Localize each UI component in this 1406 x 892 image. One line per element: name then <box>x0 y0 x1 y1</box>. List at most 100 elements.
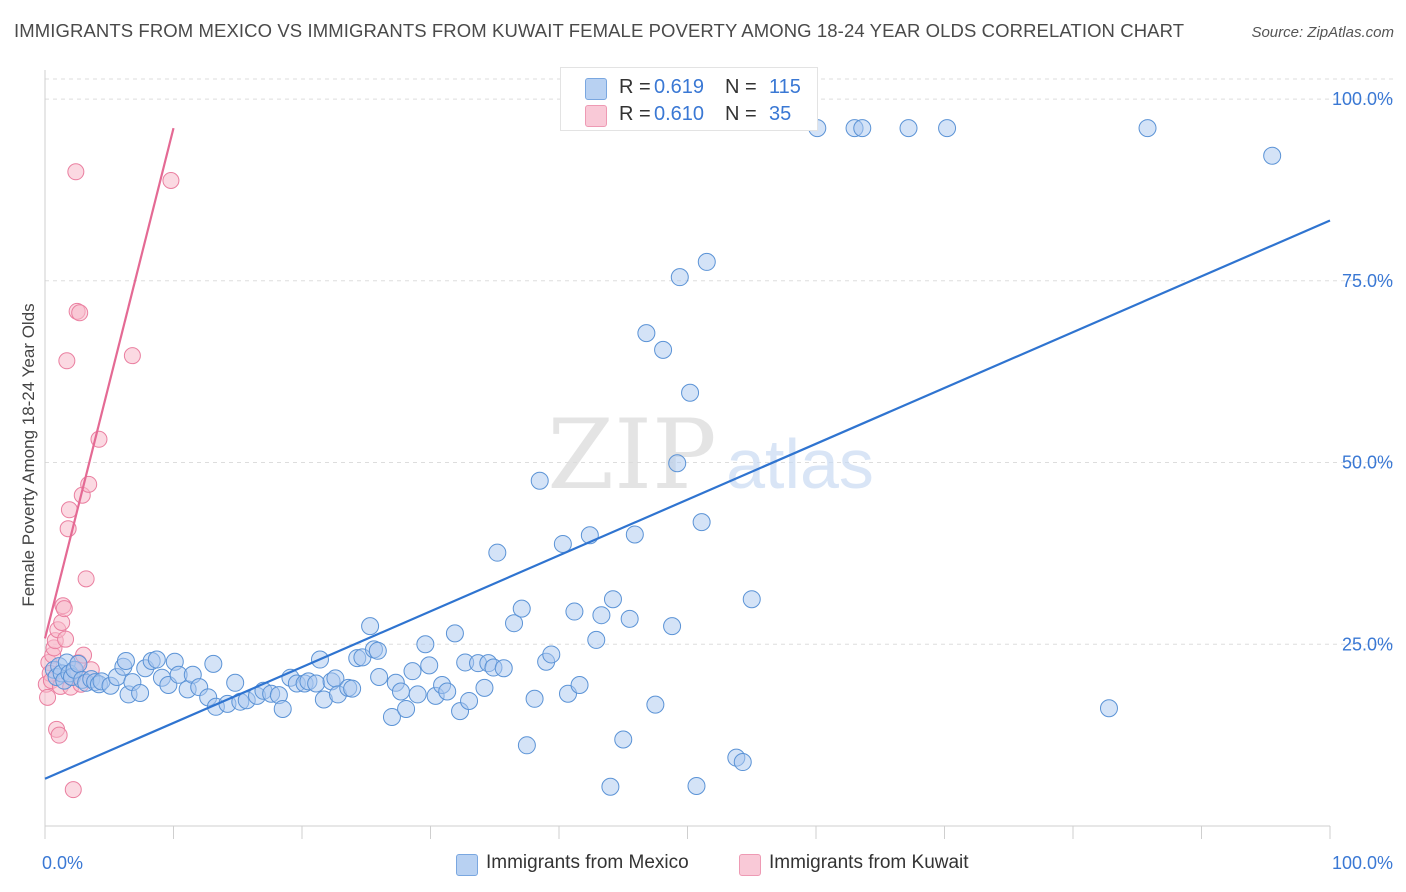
mexico-point-115 <box>742 590 761 609</box>
mexico-point-84 <box>505 614 524 633</box>
mexico-point-59 <box>361 617 380 636</box>
mexico-point-22 <box>131 683 150 702</box>
bottom-kuwait-label: Immigrants from Kuwait <box>769 852 969 873</box>
kuwait-point-16 <box>58 352 76 370</box>
mexico-point-109 <box>681 383 700 402</box>
kuwait-point-30 <box>77 570 95 588</box>
mexico-point-25 <box>147 650 166 669</box>
mexico-point-118 <box>853 119 872 138</box>
mexico-point-77 <box>460 691 479 710</box>
grid-lines <box>45 78 1395 645</box>
mexico-point-110 <box>687 777 706 796</box>
mexico-point-120 <box>938 119 957 138</box>
mexico-point-88 <box>530 471 549 490</box>
x-tick-label-0: 0.0% <box>42 853 83 873</box>
kuwait-point-15 <box>57 630 75 648</box>
kuwait-point-34 <box>123 347 141 365</box>
mexico-series <box>44 119 1282 796</box>
mexico-point-44 <box>273 699 292 718</box>
mexico-swatch <box>585 78 607 100</box>
kuwait-trend-line <box>43 127 175 639</box>
mexico-point-68 <box>408 685 427 704</box>
kuwait-r-value: 0.610 <box>654 103 705 125</box>
bottom-mexico-swatch <box>456 854 478 876</box>
bottom-kuwait-swatch <box>739 854 761 876</box>
mexico-point-56 <box>343 679 362 698</box>
kuwait-point-21 <box>64 781 82 799</box>
mexico-n-label: N = <box>725 76 757 98</box>
mexico-point-94 <box>570 675 589 694</box>
mexico-point-67 <box>403 662 422 681</box>
bottom-mexico-label: Immigrants from Mexico <box>486 852 689 873</box>
mexico-point-105 <box>654 340 673 359</box>
kuwait-r-label: R = <box>619 103 651 125</box>
axes <box>44 70 1331 839</box>
watermark: ZIP atlas <box>547 399 874 511</box>
trend-lines <box>43 127 1331 780</box>
chart-title: IMMIGRANTS FROM MEXICO VS IMMIGRANTS FRO… <box>14 20 1185 41</box>
kuwait-point-14 <box>55 600 73 618</box>
mexico-point-61 <box>368 641 387 660</box>
mexico-point-37 <box>226 673 245 692</box>
mexico-point-86 <box>517 736 536 755</box>
mexico-r-value: 0.619 <box>654 76 705 98</box>
mexico-point-114 <box>733 753 752 772</box>
mexico-point-108 <box>670 268 689 287</box>
y-tick-label-2: 75.0% <box>1342 271 1393 291</box>
mexico-point-73 <box>438 682 457 701</box>
mexico-point-112 <box>697 252 716 271</box>
mexico-point-91 <box>553 534 572 553</box>
mexico-point-107 <box>668 454 687 473</box>
mexico-point-96 <box>587 630 606 649</box>
mexico-point-74 <box>445 624 464 643</box>
mexico-point-69 <box>416 635 435 654</box>
kuwait-swatch <box>585 105 607 127</box>
correlation-legend: R = 0.619 N = 115 R = 0.610 N = 35 <box>560 67 818 131</box>
mexico-point-123 <box>1263 146 1282 165</box>
mexico-point-103 <box>637 324 656 343</box>
watermark-zip: ZIP <box>547 399 716 511</box>
mexico-point-87 <box>525 689 544 708</box>
mexico-point-93 <box>565 602 584 621</box>
kuwait-n-label: N = <box>725 103 757 125</box>
mexico-point-119 <box>899 119 918 138</box>
y-tick-label-0: 25.0% <box>1342 634 1393 654</box>
mexico-point-34 <box>204 654 223 673</box>
y-axis-label: Female Poverty Among 18-24 Year Olds <box>19 303 38 606</box>
mexico-point-49 <box>307 674 326 693</box>
kuwait-point-12 <box>53 613 71 631</box>
mexico-point-98 <box>601 777 620 796</box>
mexico-point-83 <box>494 659 513 678</box>
kuwait-point-35 <box>162 171 180 189</box>
mexico-r-label: R = <box>619 76 651 98</box>
mexico-point-85 <box>512 599 531 618</box>
mexico-point-102 <box>625 525 644 544</box>
mexico-point-70 <box>420 656 439 675</box>
source-credit: Source: ZipAtlas.com <box>1251 24 1394 41</box>
mexico-point-9 <box>69 654 88 673</box>
mexico-point-121 <box>1099 699 1118 718</box>
mexico-point-106 <box>663 617 682 636</box>
kuwait-point-10 <box>50 726 68 744</box>
mexico-point-19 <box>116 651 135 670</box>
mexico-point-63 <box>382 707 401 726</box>
kuwait-point-26 <box>71 304 89 322</box>
mexico-point-66 <box>397 699 416 718</box>
mexico-point-100 <box>614 730 633 749</box>
mexico-point-62 <box>370 667 389 686</box>
mexico-point-65 <box>391 682 410 701</box>
kuwait-point-23 <box>67 163 85 181</box>
mexico-point-82 <box>488 543 507 562</box>
y-tick-label-3: 100.0% <box>1332 89 1393 109</box>
mexico-trend-line <box>44 219 1331 780</box>
mexico-point-90 <box>542 645 561 664</box>
mexico-point-79 <box>475 678 494 697</box>
tick-labels: 25.0% 50.0% 75.0% 100.0% 0.0% 100.0% <box>42 89 1393 873</box>
mexico-point-104 <box>646 695 665 714</box>
y-tick-label-1: 50.0% <box>1342 453 1393 473</box>
mexico-point-99 <box>603 590 622 609</box>
mexico-n-value: 115 <box>769 76 801 98</box>
kuwait-series <box>37 163 180 799</box>
watermark-atlas: atlas <box>726 425 874 503</box>
kuwait-point-1 <box>39 688 57 706</box>
